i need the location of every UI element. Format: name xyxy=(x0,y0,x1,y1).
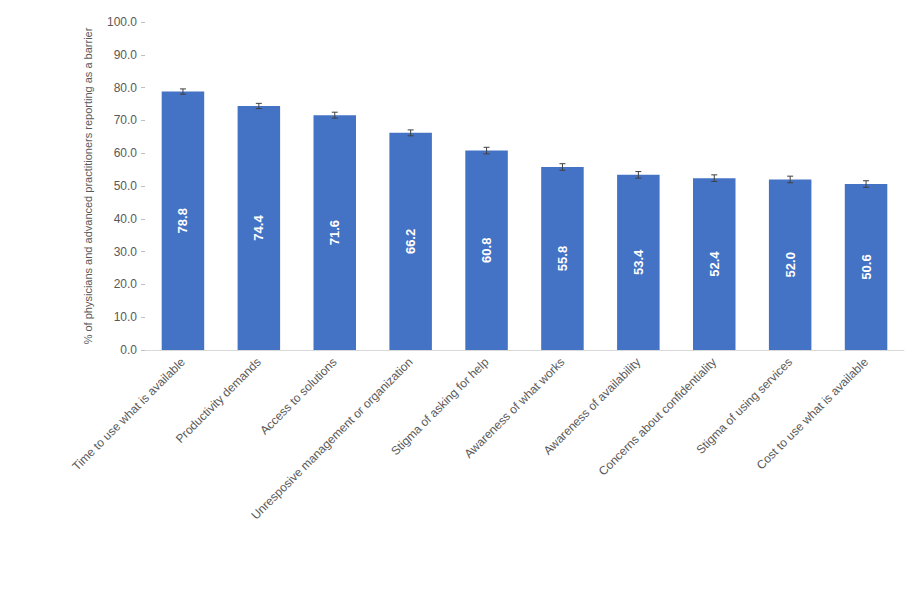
svg-text:Unresposive management or orga: Unresposive management or organization xyxy=(248,355,415,522)
svg-text:0.0: 0.0 xyxy=(120,343,137,357)
svg-text:Concerns about confidentiality: Concerns about confidentiality xyxy=(596,355,719,478)
svg-text:71.6: 71.6 xyxy=(327,220,342,245)
svg-text:100.0: 100.0 xyxy=(107,15,137,29)
svg-text:Access to solutions: Access to solutions xyxy=(257,355,339,437)
svg-text:Time to use what is available: Time to use what is available xyxy=(70,355,189,474)
svg-text:Stigma of asking for help: Stigma of asking for help xyxy=(388,355,492,459)
svg-text:80.0: 80.0 xyxy=(114,81,138,95)
svg-text:53.4: 53.4 xyxy=(631,249,646,275)
svg-text:Awareness of what works: Awareness of what works xyxy=(461,355,568,461)
svg-text:60.0: 60.0 xyxy=(114,146,138,160)
svg-text:66.2: 66.2 xyxy=(403,229,418,254)
svg-text:Productivity demands: Productivity demands xyxy=(173,355,264,446)
svg-text:50.0: 50.0 xyxy=(114,179,138,193)
svg-text:74.4: 74.4 xyxy=(251,215,266,241)
svg-text:Cost to use what is available: Cost to use what is available xyxy=(754,355,872,473)
svg-text:55.8: 55.8 xyxy=(555,246,570,271)
svg-text:Awareness of availability: Awareness of availability xyxy=(540,355,644,458)
svg-text:20.0: 20.0 xyxy=(114,277,138,291)
svg-text:10.0: 10.0 xyxy=(114,310,138,324)
svg-text:% of physicians and advanced p: % of physicians and advanced practitione… xyxy=(82,27,94,344)
svg-text:70.0: 70.0 xyxy=(114,113,138,127)
svg-text:60.8: 60.8 xyxy=(479,238,494,263)
svg-text:78.8: 78.8 xyxy=(175,208,190,233)
svg-text:50.6: 50.6 xyxy=(859,254,874,279)
svg-text:52.0: 52.0 xyxy=(783,252,798,277)
svg-text:52.4: 52.4 xyxy=(707,251,722,277)
svg-text:40.0: 40.0 xyxy=(114,212,138,226)
svg-text:30.0: 30.0 xyxy=(114,245,138,259)
svg-text:90.0: 90.0 xyxy=(114,48,138,62)
svg-text:Stigma of using services: Stigma of using services xyxy=(693,355,796,457)
